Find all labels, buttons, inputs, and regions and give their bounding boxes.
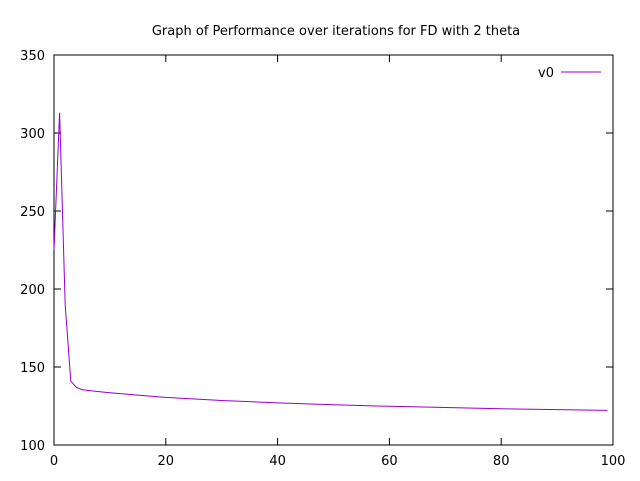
y-tick-label: 350 xyxy=(20,49,45,64)
y-tick-label: 200 xyxy=(20,283,45,298)
series-line-v0 xyxy=(53,112,608,411)
x-tick-label: 0 xyxy=(50,454,58,469)
y-tick-label: 100 xyxy=(20,439,45,454)
legend-label: v0 xyxy=(538,66,554,81)
x-tick-label: 100 xyxy=(601,454,626,469)
y-tick-label: 250 xyxy=(20,205,45,220)
x-tick-label: 60 xyxy=(381,454,398,469)
plot-area-border xyxy=(53,54,614,446)
chart-title: Graph of Performance over iterations for… xyxy=(152,24,520,39)
x-tick-label: 40 xyxy=(269,454,286,469)
y-tick-label: 150 xyxy=(20,361,45,376)
legend: v0 xyxy=(538,66,601,81)
series-lines xyxy=(53,112,608,411)
axis-ticks: 0 20 40 60 80 100 100 150 200 250 300 350 xyxy=(20,49,625,469)
x-tick-label: 80 xyxy=(493,454,510,469)
y-tick-label: 300 xyxy=(20,127,45,142)
x-tick-label: 20 xyxy=(158,454,175,469)
